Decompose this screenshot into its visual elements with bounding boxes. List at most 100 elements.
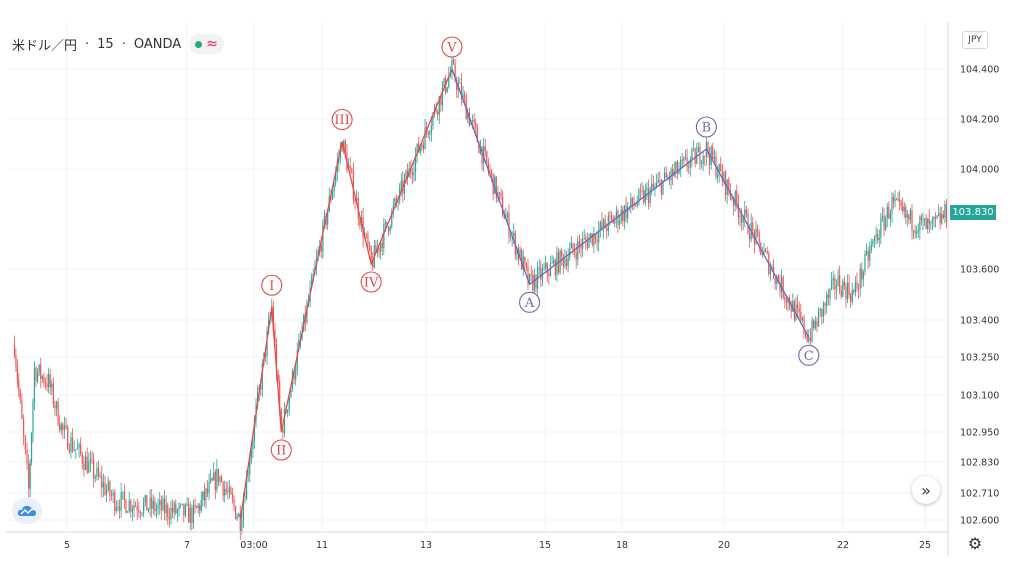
candle-body [416,143,418,156]
candle-body [636,203,638,206]
candle-body [862,271,864,280]
candle-body [806,336,808,342]
corrective-wave-line [451,68,810,338]
candle-body [516,248,518,255]
candle-body [214,472,216,490]
candle-body [216,468,218,490]
candle-body [167,504,169,517]
wave-label-a: A [519,291,541,313]
settings-gear-icon[interactable]: ⚙ [967,533,983,553]
candle-body [736,190,738,204]
candle-body [813,320,815,329]
candle-body [88,461,90,473]
candle-body [927,218,929,230]
candle-body [459,83,461,84]
candle-body [78,444,80,448]
tradingview-logo-icon[interactable] [12,498,42,524]
candle-body [657,180,659,183]
candle-body [203,491,205,500]
currency-button[interactable]: JPY [962,31,988,49]
scroll-to-realtime-button[interactable]: » [912,476,940,504]
candle-body [503,216,505,219]
candle-body [697,147,699,153]
candle-body [894,198,896,202]
wave-label-text: V [446,41,457,56]
candle-body [405,171,407,179]
candle-body [678,169,680,174]
candle-body [478,142,480,153]
candle-body [38,364,40,373]
candle-body [272,306,274,331]
candle-body [875,234,877,237]
candle-body [275,344,278,376]
candle-body [208,481,210,493]
candle-body [625,205,627,219]
candle-body [36,372,39,382]
candle-body [219,476,221,482]
candle-body [734,190,736,206]
price-tick-label: 102.710 [960,489,999,500]
candle-body [663,172,666,181]
candle-body [521,250,523,270]
candle-body [159,500,161,505]
candle-body [525,263,528,267]
time-axis[interactable]: 5 7 03:00 11 13 15 18 20 22 25 [64,540,931,551]
candle-body [831,280,833,289]
candle-body [535,274,537,289]
candle-body [51,383,53,388]
candle-body [704,155,706,157]
candle-body [490,172,493,174]
candle-body [70,437,72,452]
candle-body [359,218,361,226]
candle-body [763,249,765,255]
candle-body [29,462,31,489]
candle-body [506,213,509,217]
price-axis[interactable]: 104.400 104.200 104.000 103.600 103.400 103.2… [960,65,999,527]
candle-body [73,449,75,451]
candle-body [599,222,601,231]
candle-body [389,226,391,232]
candle-body [21,400,23,419]
candle-body [916,231,918,234]
candle-body [13,344,16,356]
candle-body [919,216,921,231]
candle-body [680,159,682,170]
candle-body [500,192,502,197]
candle-body [295,370,297,380]
candle-body [157,504,159,509]
candle-body [553,260,555,263]
time-tick-label: 03:00 [240,540,267,551]
candle-body [351,168,353,173]
candle-body [691,149,693,160]
candle-body [260,387,262,390]
wave-label-text: IV [364,276,379,291]
candle-body [372,260,374,268]
interval-label[interactable]: 15 [97,36,114,52]
candle-body [222,482,224,496]
candle-body [429,132,431,135]
candle-body [694,148,696,164]
candle-body [692,148,695,150]
candle-body [752,222,754,231]
candle-body [780,277,783,292]
candle-body [28,463,30,489]
candle-body [872,240,874,245]
symbol-header[interactable]: 米ドル／円 · 15 · OANDA ≈ [12,34,224,54]
candle-body [528,273,531,283]
candle-body [721,171,723,182]
candle-body [796,304,799,309]
candle-body [540,267,542,280]
time-tick-label: 18 [616,540,628,551]
candle-body [908,214,910,220]
candle-body [864,254,866,272]
candle-body [55,401,58,409]
candle-body [18,379,20,391]
candle-body [854,282,857,293]
candle-body [238,513,240,517]
candle-body [827,294,829,299]
candle-body [407,171,409,178]
candle-body [561,250,563,257]
status-indicator[interactable]: ≈ [189,34,224,54]
candle-body [928,218,930,224]
